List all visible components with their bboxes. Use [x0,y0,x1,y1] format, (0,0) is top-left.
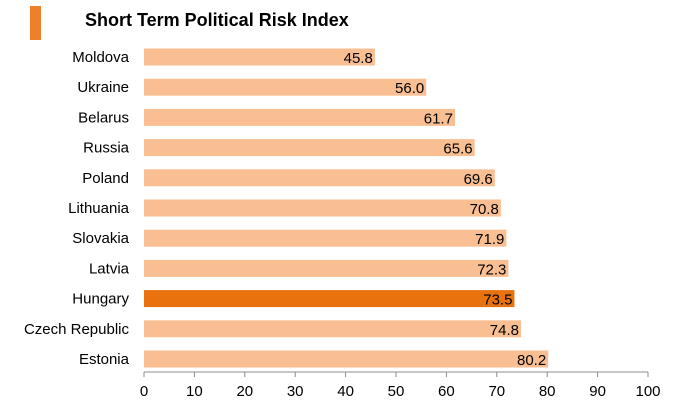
bar-lithuania [144,199,501,217]
category-label-russia: Russia [83,140,130,157]
x-tick-label-80: 80 [539,383,556,400]
x-tick-label-30: 30 [287,383,304,400]
bar-hungary [144,290,515,308]
category-label-slovakia: Slovakia [72,230,129,247]
bar-belarus [144,108,455,126]
bar-slovakia [144,229,507,247]
category-label-latvia: Latvia [89,260,130,277]
category-label-belarus: Belarus [78,109,129,126]
category-label-hungary: Hungary [72,291,129,308]
bar-ukraine [144,78,427,96]
x-tick-label-90: 90 [589,383,606,400]
bar-latvia [144,259,509,277]
value-label-russia: 65.6 [443,141,472,158]
x-tick-label-10: 10 [186,383,203,400]
category-label-poland: Poland [82,170,129,187]
category-label-ukraine: Ukraine [77,79,129,96]
x-tick-label-0: 0 [140,383,148,400]
value-label-hungary: 73.5 [483,292,512,309]
bar-russia [144,139,475,157]
title-accent-bar [30,6,41,40]
x-tick-label-60: 60 [438,383,455,400]
bar-poland [144,169,495,187]
x-tick-label-100: 100 [635,383,660,400]
value-label-lithuania: 70.8 [470,201,499,218]
category-label-estonia: Estonia [79,351,130,368]
category-label-lithuania: Lithuania [68,200,130,217]
category-label-moldova: Moldova [72,49,129,66]
value-label-latvia: 72.3 [477,261,506,278]
chart-title: Short Term Political Risk Index [85,10,349,30]
value-label-ukraine: 56.0 [395,80,424,97]
value-label-slovakia: 71.9 [475,231,504,248]
x-tick-label-70: 70 [488,383,505,400]
category-label-czech-republic: Czech Republic [24,321,130,338]
bar-estonia [144,350,549,368]
value-label-czech-republic: 74.8 [490,322,519,339]
value-label-belarus: 61.7 [424,110,453,127]
bar-czech-republic [144,320,521,338]
x-tick-label-40: 40 [337,383,354,400]
x-tick-label-50: 50 [388,383,405,400]
value-label-estonia: 80.2 [517,352,546,369]
value-label-moldova: 45.8 [344,50,373,67]
value-label-poland: 69.6 [464,171,493,188]
x-tick-label-20: 20 [236,383,253,400]
bar-moldova [144,48,375,66]
